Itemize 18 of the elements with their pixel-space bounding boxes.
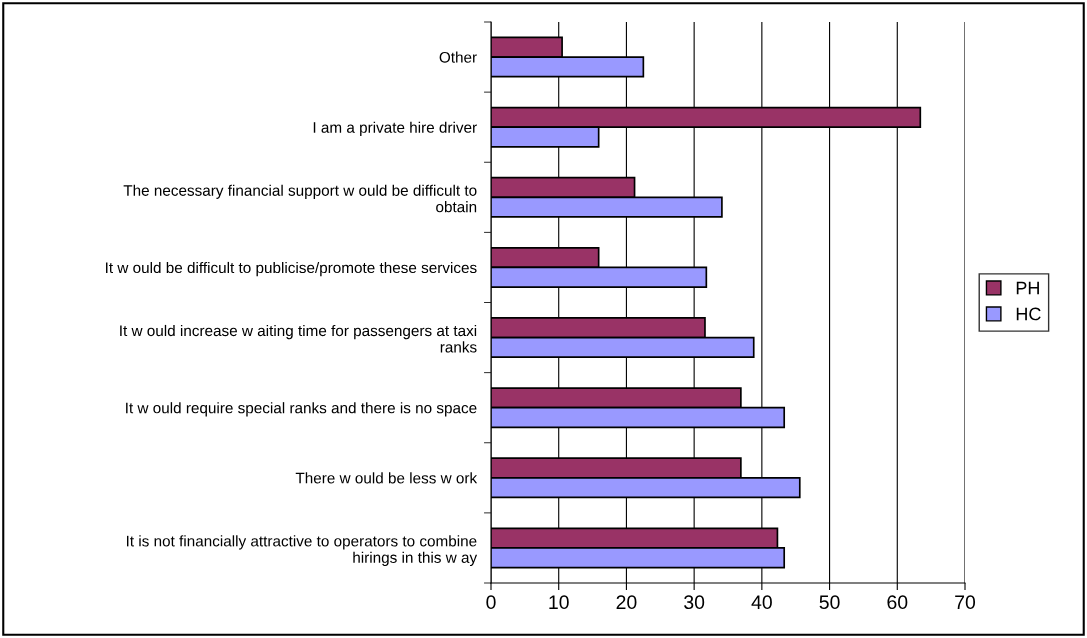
legend-label: HC [1016,307,1041,321]
x-tick-label: 60 [887,595,908,610]
x-tick-label: 30 [684,595,705,610]
y-tick-label: It is not financially attractive to operators to combine hirings in this w ay [126,535,478,566]
y-tick-label: It w ould be difficult to publicise/promote these services [106,261,477,277]
y-tick-label: There w ould be less w ork [295,472,478,484]
x-tick-label: 40 [751,595,772,610]
x-tick-label: 70 [955,595,976,610]
y-tick-label: Other [439,51,477,63]
legend-label: PH [1016,281,1039,295]
y-tick-label: The necessary financial support w ould be difficult to obtain [123,184,477,213]
y-tick-label: It w ould require special ranks and there is no space [126,402,477,417]
y-tick-label: It w ould increase w aiting time for passengers at taxi ranks [120,324,477,353]
x-tick-label: 10 [549,595,569,610]
x-tick-label: 0 [486,595,496,610]
x-tick-label: 50 [819,595,840,610]
x-tick-label: 20 [616,595,637,610]
y-tick-label: I am a private hire driver [313,121,477,136]
